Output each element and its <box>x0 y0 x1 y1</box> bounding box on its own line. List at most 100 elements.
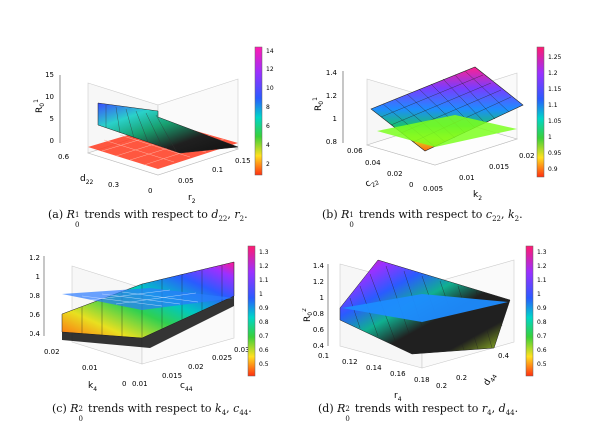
panel-d-ytick: 0.4 <box>498 352 510 360</box>
panel-b-ztick: 1.2 <box>326 92 337 100</box>
panel-a-ztick: 0 <box>50 137 54 145</box>
panel-c-cbar-tick: 0.7 <box>259 333 269 340</box>
panel-c-ytick: 0.01 <box>82 364 98 372</box>
panel-d-ztick: 1.2 <box>313 278 324 286</box>
panel-c-cbar-tick: 0.5 <box>259 361 269 368</box>
panel-c-ztick: 1.2 <box>30 254 40 262</box>
panel-b-cbar-tick: 1.05 <box>548 118 562 125</box>
panel-c-xlabel: c44 <box>180 381 193 393</box>
panel-a-zlabel: R01 <box>33 99 46 113</box>
panel-a-ytick: 0.6 <box>58 153 70 161</box>
panel-a-plot: 15 10 5 0 R01 0.6 0.3 d22 0 0.05 0.1 0.1… <box>33 46 274 205</box>
panel-d-ztick: 0.8 <box>313 310 324 318</box>
panel-d-xtick: 0.12 <box>342 358 358 366</box>
panel-b-zlabel: R01 <box>312 97 325 111</box>
panel-d-cbar-tick: 1 <box>537 291 541 298</box>
panel-d-ztick: 1 <box>320 294 324 302</box>
panel-a-ztick: 15 <box>45 71 54 79</box>
panel-d-colorbar <box>525 245 534 377</box>
panel-c-cbar-tick: 1 <box>259 291 263 298</box>
panel-a-xlabel: r2 <box>188 193 196 205</box>
panel-b-ylabel: c22 <box>364 175 381 192</box>
panel-c-ztick: 0.4 <box>30 330 41 338</box>
panel-a-cbar-tick: 4 <box>266 142 270 149</box>
panel-d-xtick: 0.16 <box>390 370 406 378</box>
panel-b-ytick: 0 <box>409 181 413 189</box>
panel-c-xtick: 0.015 <box>162 372 182 380</box>
panel-c-colorbar <box>247 245 256 377</box>
panel-a-xtick: 0.15 <box>235 157 251 165</box>
panel-d-xtick: 0.2 <box>436 382 447 390</box>
panel-b-cbar-tick: 1.1 <box>548 102 558 109</box>
panel-c-ztick: 0.8 <box>30 292 40 300</box>
panel-d-cbar-tick: 0.8 <box>537 319 547 326</box>
panel-d-xtick: 0.1 <box>318 352 329 360</box>
panel-a-cbar-tick: 8 <box>266 104 270 111</box>
panel-c-cbar-tick: 0.6 <box>259 347 269 354</box>
panel-c-xtick: 0.01 <box>132 380 148 388</box>
panel-b-xlabel: k2 <box>473 190 482 202</box>
panel-a-colorbar <box>254 46 263 176</box>
panel-d-xlabel: r4 <box>394 391 402 401</box>
panel-d-plot: 1.4 1.2 1 0.8 0.6 0.4 R02 0.1 0.12 0.14 … <box>302 245 547 401</box>
panel-b-ytick: 0.04 <box>365 159 381 167</box>
panel-c-cbar-tick: 1.3 <box>259 249 269 256</box>
surface-threshold <box>342 294 508 322</box>
panel-b-plot: 1.4 1.2 1 0.8 R01 0.06 0.04 0.02 0 c22 0… <box>312 46 562 202</box>
panel-d-ylabel: d44 <box>482 371 499 389</box>
panel-a-ztick: 10 <box>45 93 54 101</box>
panel-a-ytick: 0.3 <box>108 181 119 189</box>
panel-a-cbar-tick: 2 <box>266 161 270 168</box>
panel-a-cbar-tick: 14 <box>266 48 274 55</box>
panel-d-ztick: 1.4 <box>313 262 325 270</box>
panel-c-ztick: 1 <box>36 273 40 281</box>
panel-d-xtick: 0.14 <box>366 364 382 372</box>
panel-a-cbar-tick: 6 <box>266 123 270 130</box>
panel-b-cbar-tick: 1.25 <box>548 54 562 61</box>
panel-b-cbar-tick: 1 <box>548 134 552 141</box>
panel-c-ztick: 0.6 <box>30 311 41 319</box>
panel-b-cbar-tick: 1.2 <box>548 70 558 77</box>
panel-d-ztick: 0.6 <box>313 326 325 334</box>
panel-a-xtick: 0 <box>148 187 152 195</box>
panel-b-ztick: 1 <box>333 115 337 123</box>
panel-b-xtick: 0.01 <box>459 174 475 182</box>
panel-d-cbar-tick: 0.7 <box>537 333 547 340</box>
panel-c-ytick: 0 <box>122 380 126 388</box>
panel-d-cbar-tick: 1.2 <box>537 263 547 270</box>
panel-d-ytick: 0.2 <box>456 374 467 382</box>
panel-c-ylabel: k4 <box>88 381 97 393</box>
panel-d-cbar-tick: 0.5 <box>537 361 547 368</box>
panel-c-cbar-tick: 0.9 <box>259 305 269 312</box>
panel-b-cbar-tick: 0.95 <box>548 150 562 157</box>
panel-b-ztick: 0.8 <box>326 138 337 146</box>
panel-c-cbar-tick: 0.8 <box>259 319 269 326</box>
panel-d-cbar-tick: 0.9 <box>537 305 547 312</box>
panel-d-ztick: 0.4 <box>313 342 325 350</box>
panel-a-ylabel: d22 <box>80 174 94 186</box>
panel-a-ztick: 5 <box>50 115 54 123</box>
panel-c-plot: 1.2 1 0.8 0.6 0.4 R02 0.02 0.01 0 k4 0.0… <box>30 245 269 393</box>
panel-a-cbar-tick: 10 <box>266 85 274 92</box>
panel-c-xtick: 0.02 <box>188 363 204 371</box>
panel-d-zlabel: R02 <box>302 308 314 322</box>
panel-d-cbar-tick: 1.1 <box>537 277 547 284</box>
panel-b-cbar-tick: 0.9 <box>548 166 558 173</box>
panel-b-ytick: 0.02 <box>387 170 403 178</box>
panel-b-ytick: 0.06 <box>347 147 363 155</box>
panel-c-ytick: 0.02 <box>44 348 60 356</box>
panel-c-zlabel: R02 <box>30 292 32 306</box>
panel-c-cbar-tick: 1.2 <box>259 263 269 270</box>
panel-a-xtick: 0.1 <box>212 166 223 174</box>
panel-c-xtick: 0.03 <box>234 346 250 354</box>
panel-b-colorbar <box>536 46 545 178</box>
panel-c-cbar-tick: 1.1 <box>259 277 269 284</box>
panel-b-xtick: 0.02 <box>519 152 535 160</box>
panel-b-ztick: 1.4 <box>326 69 338 77</box>
panel-d-cbar-tick: 1.3 <box>537 249 547 256</box>
